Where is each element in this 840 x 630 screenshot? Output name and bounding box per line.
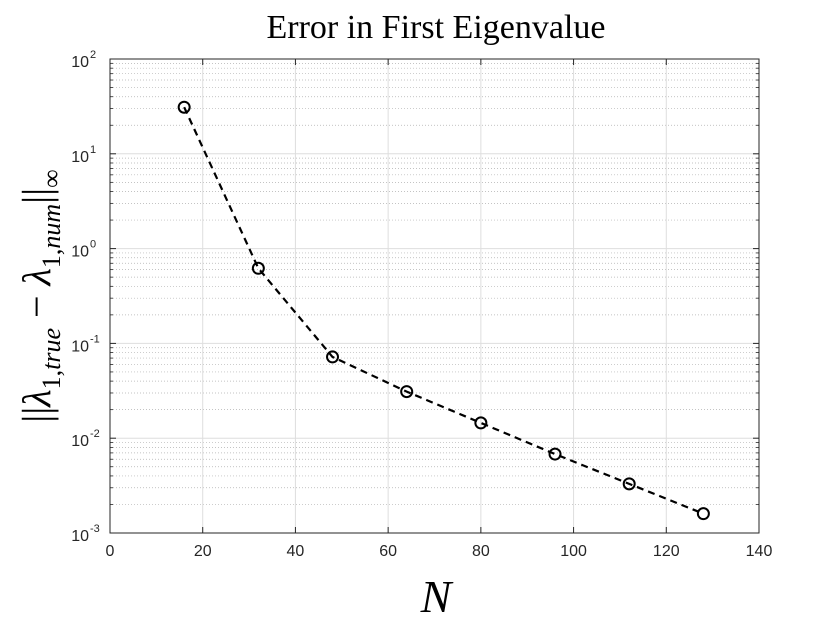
y-label-minus: − bbox=[14, 285, 59, 328]
x-axis-label: N bbox=[420, 571, 454, 622]
axis-ticks bbox=[109, 58, 760, 534]
x-tick-label: 120 bbox=[653, 543, 680, 560]
y-tick-exponent: 0 bbox=[90, 239, 96, 251]
y-tick-exponent: -2 bbox=[90, 428, 100, 440]
y-label-norm-close: || bbox=[14, 188, 59, 204]
data-point-marker bbox=[177, 100, 191, 114]
y-tick-label: 10 1 bbox=[71, 144, 96, 166]
x-tick-label: 20 bbox=[194, 543, 212, 560]
y-tick-label: 10 2 bbox=[71, 49, 96, 71]
y-tick-base: 10 bbox=[71, 528, 89, 545]
data-point-marker bbox=[326, 350, 340, 364]
y-label-sub-true: true bbox=[37, 328, 66, 370]
x-tick-label: 0 bbox=[106, 543, 115, 560]
data-point-marker bbox=[622, 477, 636, 491]
y-label-sub-num: num bbox=[37, 204, 66, 249]
y-tick-label: 10 -2 bbox=[71, 428, 100, 450]
y-tick-label: 10 0 bbox=[71, 239, 96, 261]
x-tick-label: 140 bbox=[746, 543, 773, 560]
x-tick-label: 60 bbox=[379, 543, 397, 560]
y-tick-exponent: 1 bbox=[90, 144, 96, 156]
series-layer bbox=[177, 100, 710, 521]
y-tick-base: 10 bbox=[71, 149, 89, 166]
y-tick-exponent: -3 bbox=[90, 523, 100, 535]
y-label-sub-true-index: 1, bbox=[37, 370, 66, 390]
x-tick-label: 100 bbox=[560, 543, 587, 560]
plot-area-frame bbox=[109, 58, 760, 534]
chart-title: Error in First Eigenvalue bbox=[267, 9, 606, 46]
data-point-marker bbox=[474, 416, 488, 430]
data-point-marker bbox=[548, 447, 562, 461]
series-line bbox=[183, 106, 704, 515]
y-tick-base: 10 bbox=[71, 433, 89, 450]
y-tick-base: 10 bbox=[71, 338, 89, 355]
y-label-infinity: ∞ bbox=[37, 169, 66, 188]
y-tick-label: 10 -1 bbox=[71, 333, 100, 355]
x-tick-label: 40 bbox=[287, 543, 305, 560]
x-tick-label: 80 bbox=[472, 543, 490, 560]
minor-grid bbox=[110, 62, 759, 505]
data-point-marker bbox=[400, 385, 414, 399]
plot-area-background bbox=[110, 59, 759, 533]
data-point-marker bbox=[696, 507, 710, 521]
y-label-lambda-true: λ bbox=[14, 389, 59, 407]
data-point-marker bbox=[251, 261, 265, 275]
y-label-lambda-num: λ bbox=[14, 268, 59, 286]
y-tick-exponent: 2 bbox=[90, 49, 96, 61]
y-axis-label: ||λ1,true − λ1,num||∞ bbox=[14, 169, 66, 422]
y-tick-exponent: -1 bbox=[90, 333, 100, 345]
y-tick-base: 10 bbox=[71, 54, 89, 71]
y-label-sub-num-index: 1, bbox=[37, 249, 66, 269]
y-label-norm-open: || bbox=[14, 407, 59, 423]
y-tick-base: 10 bbox=[71, 244, 89, 261]
x-tick-labels: 0 20 40 60 80 100 120 140 bbox=[106, 543, 773, 560]
y-tick-label: 10 -3 bbox=[71, 523, 100, 545]
svg-text:||λ1,true − λ1,num||∞: ||λ1,true − λ1,num||∞ bbox=[14, 169, 66, 422]
